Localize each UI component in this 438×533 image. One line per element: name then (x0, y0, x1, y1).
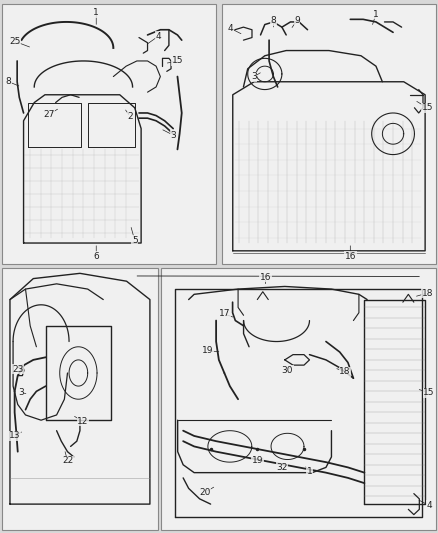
FancyBboxPatch shape (2, 268, 158, 530)
FancyBboxPatch shape (222, 4, 436, 264)
Text: 18: 18 (339, 367, 351, 376)
Text: 12: 12 (78, 417, 89, 426)
Text: 3: 3 (170, 131, 176, 140)
Text: 9: 9 (294, 16, 300, 25)
FancyBboxPatch shape (2, 4, 216, 264)
Text: 15: 15 (423, 388, 434, 397)
Text: 25: 25 (9, 37, 21, 46)
Text: 23: 23 (12, 365, 23, 374)
Text: 16: 16 (260, 273, 271, 282)
Text: 1: 1 (307, 467, 312, 476)
Text: 19: 19 (251, 456, 263, 465)
Text: 22: 22 (62, 456, 73, 465)
Text: 30: 30 (282, 366, 293, 375)
Text: 13: 13 (9, 431, 21, 440)
Text: 3: 3 (18, 388, 24, 397)
Text: 4: 4 (228, 24, 233, 33)
Text: 4: 4 (155, 32, 161, 41)
Text: 18: 18 (422, 288, 433, 297)
Text: 27: 27 (43, 110, 55, 119)
Text: 1: 1 (373, 10, 379, 19)
Text: 19: 19 (202, 346, 214, 355)
Text: 1: 1 (93, 9, 99, 18)
FancyBboxPatch shape (161, 268, 436, 530)
Text: 15: 15 (172, 56, 183, 66)
Text: 5: 5 (132, 236, 138, 245)
Text: 17: 17 (219, 310, 230, 319)
Text: 2: 2 (127, 112, 133, 122)
Text: 6: 6 (93, 252, 99, 261)
Text: 3: 3 (251, 72, 257, 81)
Text: 16: 16 (345, 252, 356, 261)
Text: 15: 15 (421, 103, 433, 112)
Text: 32: 32 (276, 463, 288, 472)
Text: 8: 8 (6, 77, 11, 86)
Text: 4: 4 (426, 501, 432, 510)
Text: 20: 20 (199, 488, 211, 497)
Text: 8: 8 (271, 16, 276, 25)
